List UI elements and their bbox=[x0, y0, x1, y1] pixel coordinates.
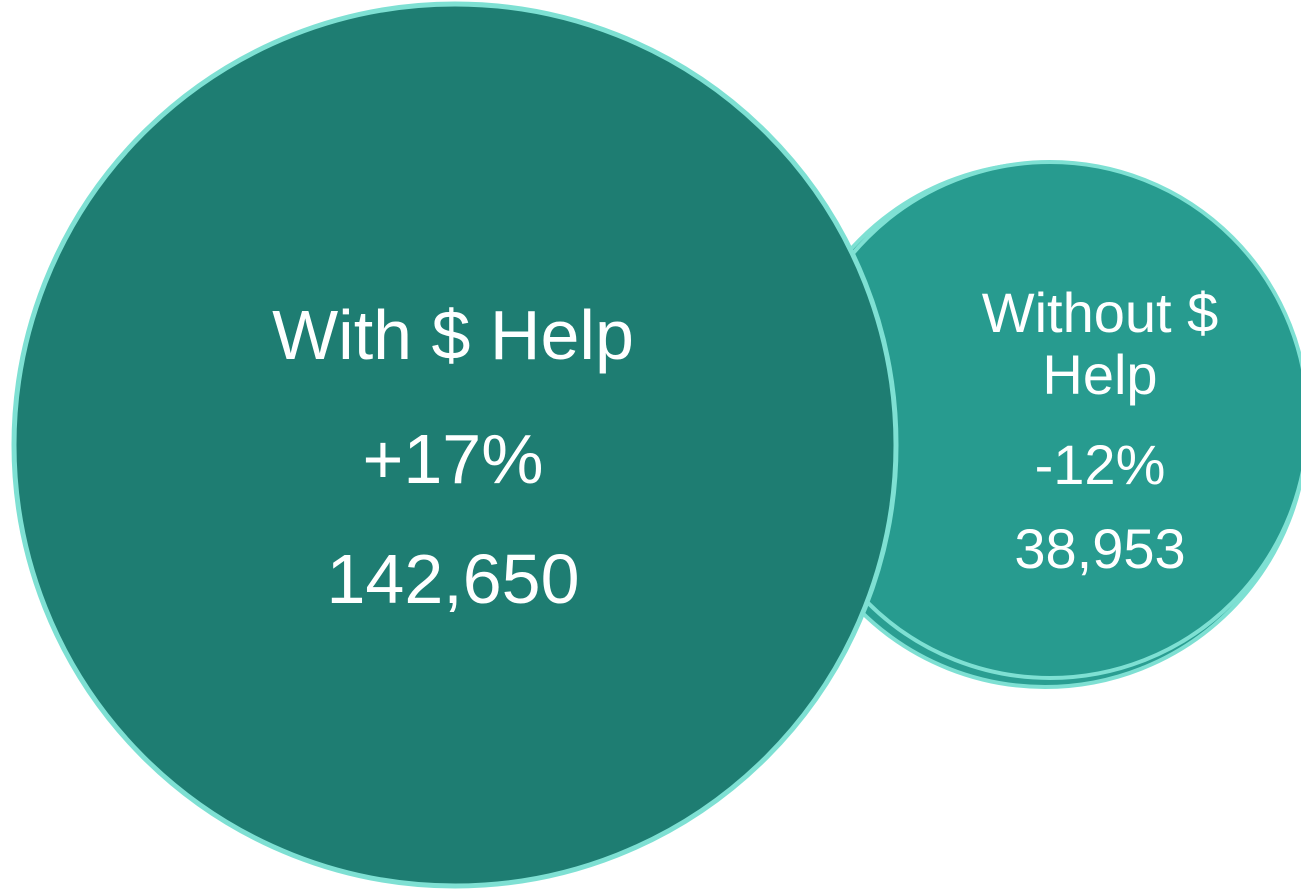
without-help-title-line2: Help bbox=[1042, 343, 1158, 406]
with-help-change: +17% bbox=[362, 420, 544, 498]
without-help-label: Without $ Help -12% 38,953 bbox=[920, 282, 1280, 580]
with-help-label: With $ Help +17% 142,650 bbox=[203, 300, 703, 614]
without-help-title-line1: Without $ bbox=[981, 281, 1219, 344]
without-help-count: 38,953 bbox=[1014, 517, 1186, 580]
without-help-change: -12% bbox=[1034, 433, 1166, 496]
with-help-count: 142,650 bbox=[326, 540, 580, 618]
with-help-bubble bbox=[11, 1, 899, 889]
with-help-title: With $ Help bbox=[272, 296, 634, 374]
